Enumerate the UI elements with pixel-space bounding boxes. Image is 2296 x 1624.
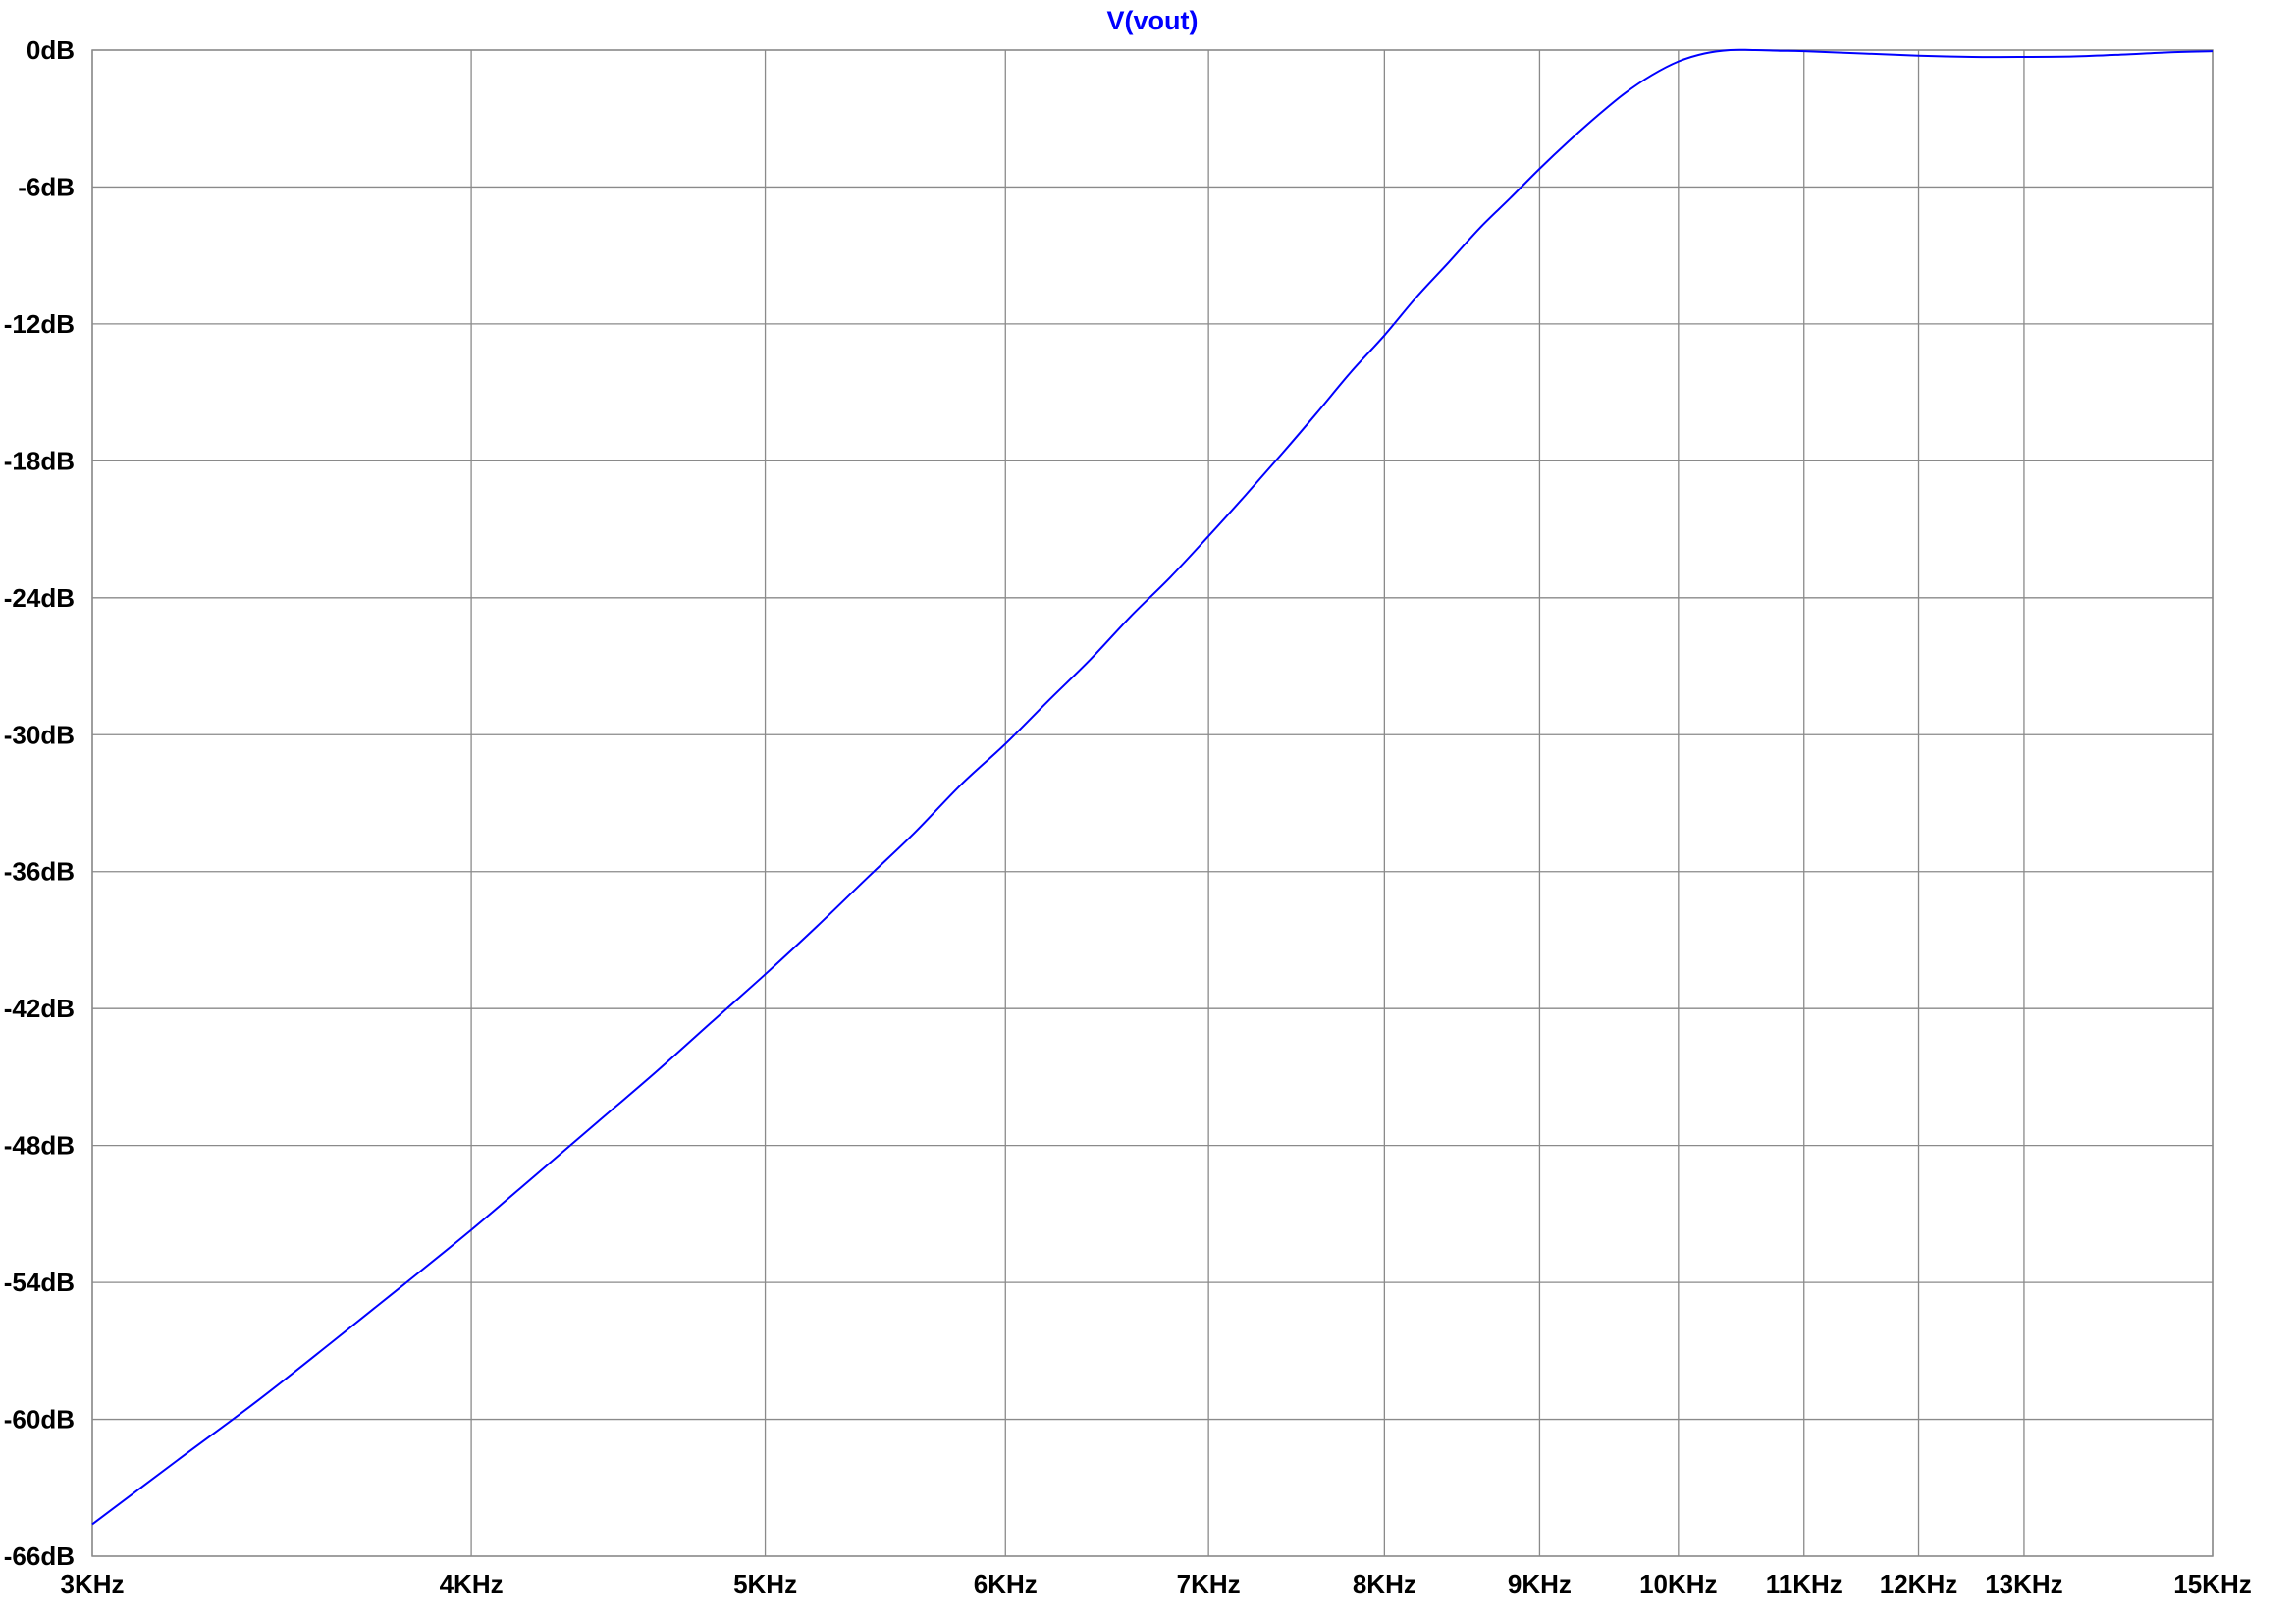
x-tick-label: 8KHz [1353,1569,1416,1598]
x-tick-label: 13KHz [1985,1569,2062,1598]
x-tick-labels: 3KHz 4KHz 5KHz 6KHz 7KHz 8KHz 9KHz 10KHz 11KHz 12… [60,1569,2251,1598]
y-tick-label: -66dB [4,1542,75,1571]
y-tick-label: -60dB [4,1405,75,1435]
x-tick-label: 9KHz [1508,1569,1572,1598]
x-tick-label: 6KHz [974,1569,1038,1598]
y-tick-label: -18dB [4,446,75,475]
series-layer [91,48,2214,1526]
x-tick-label: 5KHz [733,1569,797,1598]
x-tick-label: 15KHz [2173,1569,2251,1598]
grid-x [91,50,2214,1556]
x-tick-label: 7KHz [1177,1569,1241,1598]
y-tick-label: -36dB [4,857,75,887]
y-tick-label: -42dB [4,994,75,1023]
y-tick-label: -54dB [4,1268,75,1297]
y-tick-label: -12dB [4,309,75,339]
x-tick-label: 3KHz [60,1569,124,1598]
y-tick-label: -30dB [4,720,75,749]
y-tick-label: -24dB [4,583,75,613]
y-tick-labels: 0dB -6dB -12dB -18dB -24dB -30dB -36dB -42dB -48… [4,35,75,1571]
grid-y [92,49,2213,1557]
x-tick-label: 11KHz [1766,1569,1842,1598]
x-tick-label: 4KHz [440,1569,504,1598]
x-tick-label: 10KHz [1639,1569,1717,1598]
y-tick-label: -6dB [18,172,75,201]
y-tick-label: -48dB [4,1131,75,1161]
chart-title: V(vout) [1107,6,1199,35]
series-line-vout [91,48,2214,1526]
plot-frame [91,49,2214,1557]
x-tick-label: 12KHz [1880,1569,1957,1598]
y-tick-label: 0dB [27,35,75,65]
